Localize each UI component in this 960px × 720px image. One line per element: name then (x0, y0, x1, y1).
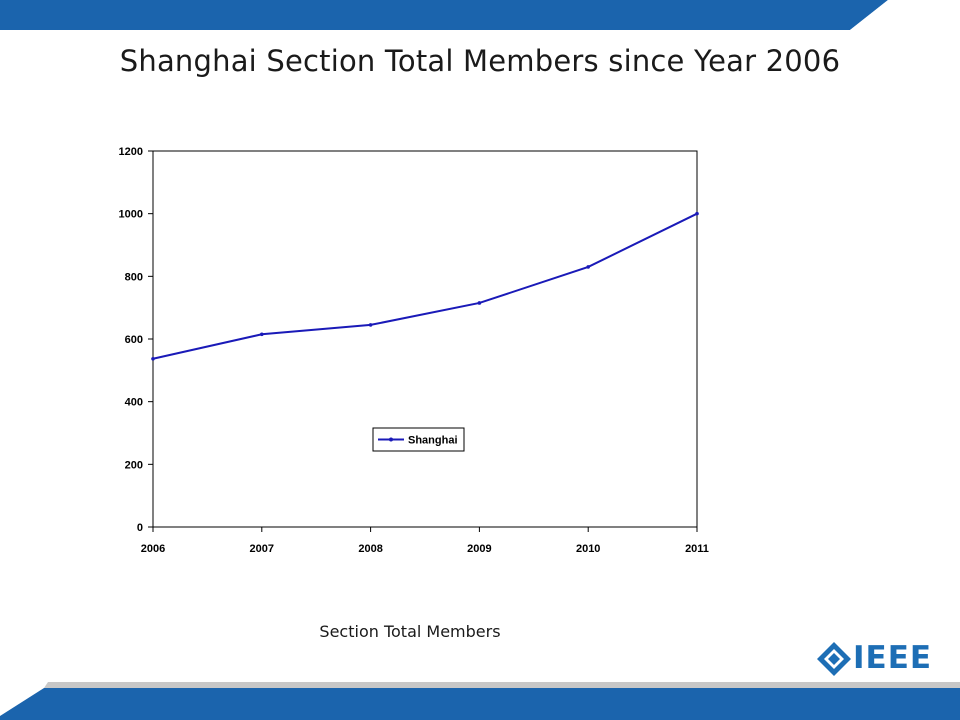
x-tick-label: 2009 (467, 543, 491, 555)
data-point (586, 265, 590, 269)
y-tick-label: 400 (125, 397, 143, 409)
legend-marker (389, 437, 393, 442)
legend-label: Shanghai (408, 435, 458, 447)
y-tick-label: 0 (137, 522, 143, 534)
slide-title: Shanghai Section Total Members since Yea… (119, 44, 841, 78)
data-point (151, 356, 155, 361)
legend-box (372, 427, 465, 452)
x-tick-label: 2008 (358, 543, 382, 555)
data-point (695, 211, 699, 216)
line-chart: 0 200 400 600 800 1000 1200 2006 2007 2008 2009 20… (119, 146, 709, 555)
y-tick-label: 800 (125, 271, 143, 283)
series-line-shanghai (152, 212, 698, 360)
top-banner (0, 0, 960, 30)
bottom-banner (0, 682, 960, 720)
y-tick-label: 1200 (119, 146, 143, 158)
x-tick-label: 2010 (576, 543, 600, 555)
y-tick-label: 200 (125, 459, 143, 471)
ieee-diamond-icon (817, 642, 851, 676)
x-tick-label: 2011 (685, 543, 709, 555)
ieee-logo-text: IEEE (853, 640, 933, 676)
data-point (368, 323, 373, 327)
x-tick-label: 2006 (141, 543, 165, 555)
data-point (477, 301, 482, 305)
chart-caption: Section Total Members (319, 622, 501, 641)
data-point (260, 332, 264, 337)
x-tick-label: 2007 (250, 543, 274, 555)
y-tick-label: 600 (125, 334, 143, 346)
plot-area (152, 150, 698, 528)
y-tick-label: 1000 (119, 209, 143, 221)
